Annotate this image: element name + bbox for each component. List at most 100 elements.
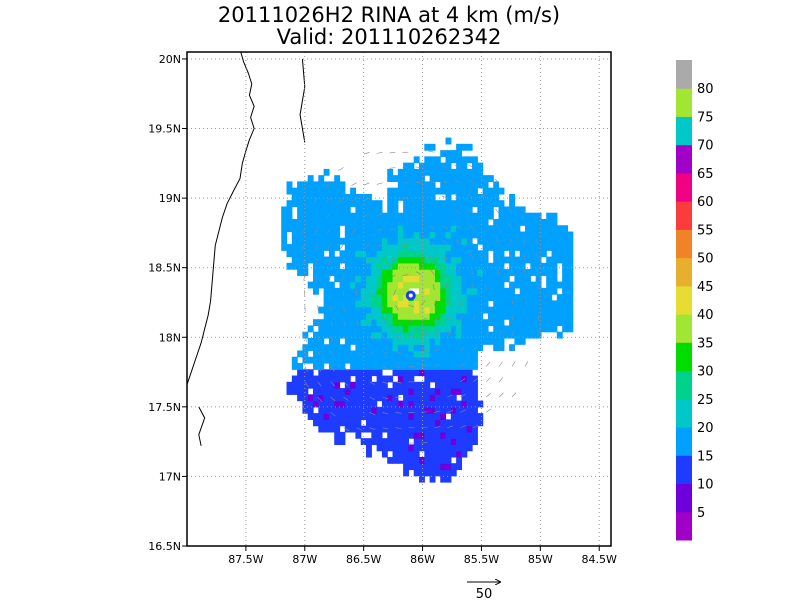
wind-speed-cell [334,287,341,295]
wind-vector [351,228,357,233]
wind-vector [304,366,309,372]
wind-speed-cell [440,294,447,301]
wind-speed-cell [281,225,288,233]
wind-speed-cell [419,337,425,345]
wind-speed-cell [424,356,431,364]
wind-speed-cell [376,306,383,314]
wind-speed-cell [339,375,346,383]
wind-speed-cell [291,375,298,383]
wind-speed-cell [397,369,404,377]
wind-speed-cell [530,262,537,270]
wind-speed-cell [328,294,335,301]
y-tick-label: 20N [159,53,181,66]
wind-speed-cell [392,294,399,301]
wind-speed-cell [328,225,335,233]
wind-speed-cell [392,337,399,345]
wind-speed-cell [387,319,394,327]
wind-speed-cell [297,244,304,251]
wind-speed-cell [551,244,558,251]
wind-speed-cell [360,294,367,301]
wind-speed-cell [472,381,478,389]
wind-speed-cell [403,413,410,420]
wind-speed-cell [366,337,372,345]
wind-speed-cell [392,344,399,352]
wind-speed-cell [482,300,489,308]
wind-speed-cell [456,388,463,395]
wind-speed-cell [445,475,452,483]
wind-speed-cell [381,287,388,295]
wind-speed-cell [466,369,473,377]
wind-speed-cell [291,244,298,251]
wind-speed-cell [567,250,574,258]
wind-speed-cell [440,269,447,276]
wind-speed-cell [318,269,325,276]
wind-speed-cell [434,369,441,377]
wind-speed-cell [440,275,447,283]
wind-speed-cell [493,237,500,245]
wind-speed-cell [466,363,473,370]
wind-speed-cell [445,150,452,157]
wind-speed-cell [440,175,447,183]
wind-speed-cell [339,406,346,414]
wind-speed-cell [313,331,319,339]
wind-speed-cell [339,187,346,195]
wind-speed-cell [450,269,457,276]
wind-speed-cell [376,375,383,383]
wind-speed-cell [445,262,452,270]
wind-speed-cell [493,193,500,201]
wind-speed-cell [429,237,436,245]
wind-speed-cell [328,218,335,226]
wind-speed-cell [466,287,473,295]
wind-speed-cell [450,312,457,320]
wind-speed-cell [509,319,516,327]
wind-speed-cell [424,344,431,352]
x-tick-label: 85.5W [464,553,499,566]
wind-speed-cell [562,231,569,239]
wind-speed-cell [323,206,330,214]
wind-vector [455,209,461,214]
wind-speed-cell [429,306,436,314]
wind-speed-cell [381,262,388,270]
wind-speed-cell [302,388,309,395]
wind-vector [434,332,440,337]
wind-speed-cell [366,419,372,427]
wind-speed-cell [503,237,510,245]
wind-speed-cell [429,300,436,308]
wind-speed-cell [344,300,351,308]
wind-speed-cell [376,431,383,439]
wind-speed-cell [466,325,473,333]
wind-speed-cell [381,306,388,314]
wind-speed-cell [397,388,404,395]
wind-speed-cell [355,406,362,414]
wind-speed-cell [461,212,468,220]
wind-speed-cell [397,168,404,176]
wind-speed-cell [413,406,420,414]
wind-speed-cell [413,469,420,477]
wind-vector [393,289,396,296]
wind-speed-cell [472,162,478,170]
wind-speed-cell [403,256,410,264]
colorbar-swatch [676,172,692,202]
wind-speed-cell [487,244,494,251]
wind-vector [485,393,491,398]
wind-speed-cell [535,306,542,314]
wind-speed-cell [328,325,335,333]
wind-speed-cell [466,250,473,258]
wind-speed-cell [419,406,425,414]
wind-speed-cell [339,200,346,208]
wind-speed-cell [413,331,420,339]
wind-speed-cell [472,337,478,345]
wind-vector [441,180,448,184]
wind-speed-cell [509,325,516,333]
wind-speed-cell [291,231,298,239]
wind-speed-cell [445,281,452,289]
wind-speed-cell [281,218,288,226]
wind-speed-cell [487,319,494,327]
wind-speed-cell [487,231,494,239]
wind-speed-cell [302,269,309,276]
wind-speed-cell [493,231,500,239]
wind-vector [301,228,306,235]
wind-speed-cell [403,312,410,320]
wind-speed-cell [387,456,394,464]
wind-speed-cell [413,363,420,370]
